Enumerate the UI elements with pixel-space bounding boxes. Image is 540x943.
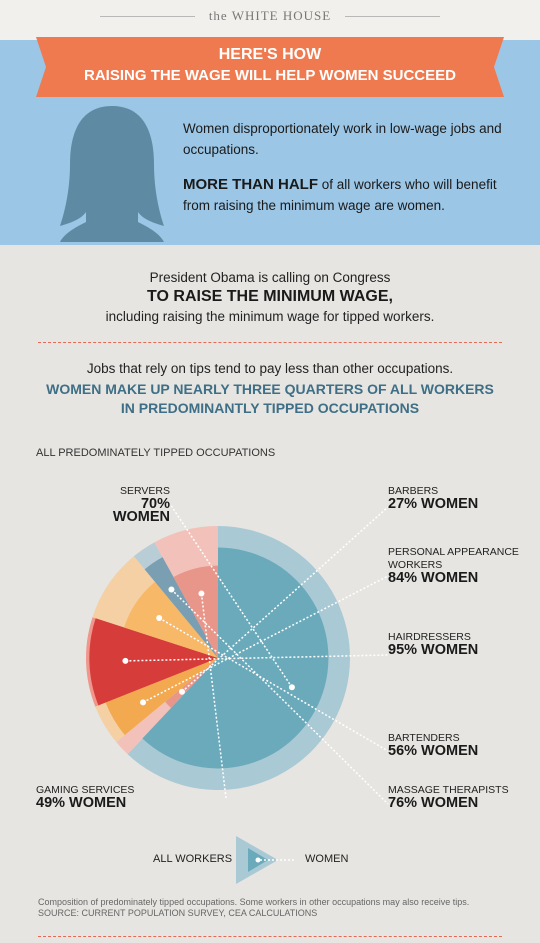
tips-line-2: WOMEN MAKE UP NEARLY THREE QUARTERS OF A… xyxy=(46,381,494,397)
leader-personal-appearance-workers xyxy=(142,575,389,704)
label-massage-therapists-suffix: % WOMEN xyxy=(404,795,479,811)
label-barbers: BARBERS 27% WOMEN xyxy=(388,485,478,511)
legend-women-label: WOMEN xyxy=(305,853,349,865)
zigzag-divider xyxy=(0,245,540,252)
intro-paragraph-2-rest: of all workers who will benefit from rai… xyxy=(183,177,497,213)
label-personal-appearance-suffix: % WOMEN xyxy=(404,570,479,586)
marker-gaming-services xyxy=(198,590,205,597)
label-bartenders-suffix: % WOMEN xyxy=(404,743,479,759)
slice-women-massage-therapists xyxy=(144,557,218,658)
label-barbers-suffix: % WOMEN xyxy=(404,496,479,512)
brand-logo-text: the WHITE HOUSE xyxy=(208,8,332,23)
label-personal-appearance-pct: 84 xyxy=(388,570,405,586)
label-barbers-value: 27% WOMEN xyxy=(388,496,479,512)
label-hairdressers-name: HAIRDRESSERS xyxy=(388,631,471,643)
label-barbers-name: BARBERS xyxy=(388,485,439,497)
intro-text: Women disproportionately work in low-wag… xyxy=(183,118,523,230)
slice-women-hairdressers xyxy=(89,618,218,706)
label-personal-appearance-name: PERSONAL APPEARANCE WORKERS xyxy=(388,546,519,571)
banner-tail-left xyxy=(36,37,49,97)
footer-note: Composition of predominately tipped occu… xyxy=(38,897,470,907)
label-gaming-services-name: GAMING SERVICES xyxy=(36,784,135,796)
footer: Composition of predominately tipped occu… xyxy=(38,897,469,919)
label-bartenders-name: BARTENDERS xyxy=(388,732,460,744)
label-massage-therapists-name: MASSAGE THERAPISTS xyxy=(388,784,509,796)
label-hairdressers-value: 95% WOMEN xyxy=(388,642,479,658)
label-hairdressers: HAIRDRESSERS 95% WOMEN xyxy=(388,631,478,657)
dashed-divider xyxy=(38,342,502,343)
label-servers-name: SERVERS xyxy=(120,485,170,497)
legend-wedge-icon xyxy=(236,836,294,884)
brand-divider-left xyxy=(100,16,195,17)
brand-divider-right xyxy=(345,16,440,17)
legend-all-workers-label: ALL WORKERS xyxy=(153,853,233,865)
banner-tail-right xyxy=(491,37,504,97)
label-bartenders-pct: 56 xyxy=(388,743,405,759)
banner-line-2: RAISING THE WAGE WILL HELP WOMEN SUCCEED xyxy=(84,67,456,84)
label-massage-therapists: MASSAGE THERAPISTS 76% WOMEN xyxy=(388,784,509,810)
label-gaming-services-suffix: % WOMEN xyxy=(52,795,127,811)
label-hairdressers-pct: 95 xyxy=(388,642,405,658)
chart-title: ALL PREDOMINATELY TIPPED OCCUPATIONS xyxy=(36,447,276,459)
label-massage-therapists-pct: 76 xyxy=(388,795,405,811)
label-personal-appearance: PERSONAL APPEARANCE WORKERS 84% WOMEN xyxy=(388,546,528,585)
congress-line-1: President Obama is calling on Congress xyxy=(149,270,391,285)
title-banner: HERE'S HOW RAISING THE WAGE WILL HELP WO… xyxy=(36,37,504,97)
marker-barbers xyxy=(179,688,186,695)
label-servers-suffix: % WOMEN xyxy=(112,496,170,525)
leader-servers xyxy=(169,503,293,688)
tips-line-1: Jobs that rely on tips tend to pay less … xyxy=(86,361,454,376)
congress-line-3: including raising the minimum wage for t… xyxy=(105,309,435,324)
banner-line-1: HERE'S HOW xyxy=(218,46,322,63)
marker-massage-therapists xyxy=(168,586,175,593)
label-bartenders-value: 56% WOMEN xyxy=(388,743,479,759)
marker-hairdressers xyxy=(122,657,129,664)
label-gaming-services-value: 49% WOMEN xyxy=(36,795,134,811)
label-bartenders: BARTENDERS 56% WOMEN xyxy=(388,732,478,758)
intro-paragraph-1: Women disproportionately work in low-wag… xyxy=(183,121,502,157)
label-gaming-services: GAMING SERVICES 49% WOMEN xyxy=(36,784,134,810)
intro-section: the WHITE HOUSE HERE'S HOW RAISING THE W… xyxy=(0,0,540,245)
marker-personal-appearance-workers xyxy=(140,699,147,706)
slice-women-personal-appearance-workers xyxy=(105,658,218,736)
woman-silhouette-icon xyxy=(60,106,164,242)
marker-servers xyxy=(288,684,295,691)
label-servers-value: 70% WOMEN xyxy=(94,496,170,525)
label-servers-pct: 70 xyxy=(140,496,158,512)
intro-paragraph-2: MORE THAN HALF of all workers who will b… xyxy=(183,174,523,216)
tipped-occupations-pie-chart xyxy=(86,503,389,805)
label-hairdressers-suffix: % WOMEN xyxy=(404,642,479,658)
label-personal-appearance-value: 84% WOMEN xyxy=(388,570,528,586)
intro-highlight: MORE THAN HALF xyxy=(183,176,318,193)
footer-dashed-divider xyxy=(38,936,502,937)
leader-bartenders xyxy=(158,617,389,752)
tips-line-3: IN PREDOMINANTLY TIPPED OCCUPATIONS xyxy=(120,400,420,416)
congress-line-2: TO RAISE THE MINIMUM WAGE, xyxy=(147,288,393,305)
footer-source: SOURCE: CURRENT POPULATION SURVEY, CEA C… xyxy=(38,908,318,918)
label-servers: SERVERS 70% WOMEN xyxy=(94,485,170,524)
label-massage-therapists-value: 76% WOMEN xyxy=(388,795,509,811)
label-barbers-pct: 27 xyxy=(388,496,405,512)
marker-bartenders xyxy=(156,615,163,622)
leader-massage-therapists xyxy=(170,588,389,805)
label-gaming-services-pct: 49 xyxy=(36,795,53,811)
brand-bar xyxy=(0,0,540,40)
